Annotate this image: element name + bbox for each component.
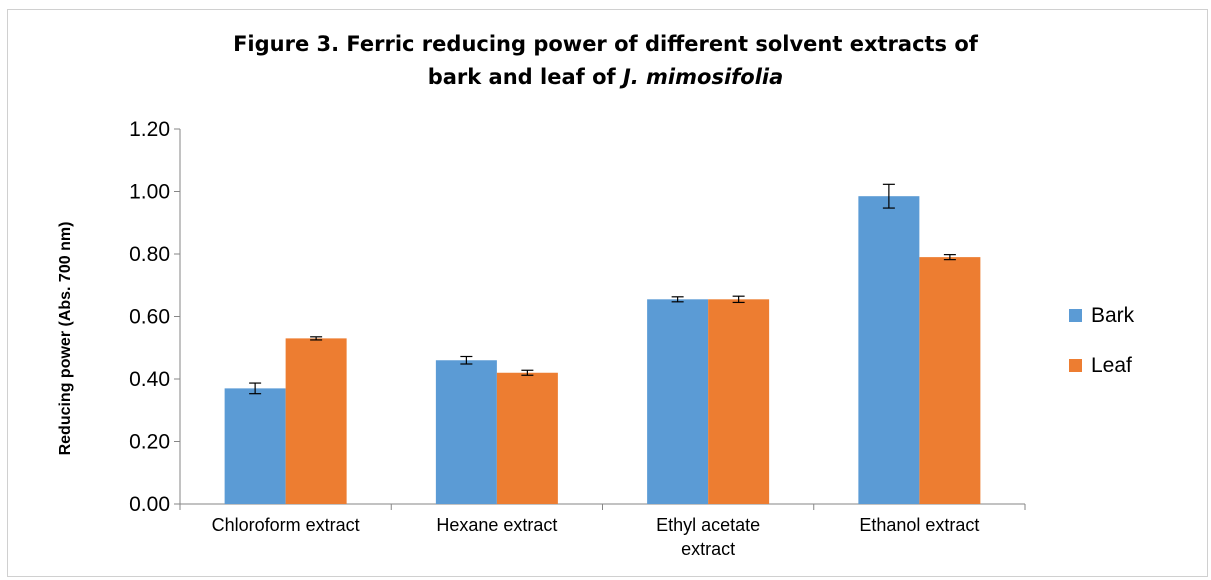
bar-bark xyxy=(647,299,709,504)
x-category-label-line: Ethanol extract xyxy=(859,515,979,535)
bar-leaf xyxy=(708,299,770,504)
x-axis: Chloroform extract Hexane extract Ethyl ac… xyxy=(179,503,1026,559)
error-bars xyxy=(249,183,956,395)
x-category-label-line: Ethyl acetate xyxy=(656,515,760,535)
bar-leaf xyxy=(285,338,347,504)
x-category-label: Hexane extract xyxy=(436,515,557,535)
x-category-label: Ethyl acetate extract xyxy=(656,515,760,559)
x-category-label-line: extract xyxy=(681,539,735,559)
chart-title: Figure 3. Ferric reducing power of diffe… xyxy=(0,28,1211,94)
bar-bark xyxy=(858,196,920,504)
x-category-label: Chloroform extract xyxy=(212,515,360,535)
legend-swatch-bark xyxy=(1069,309,1082,322)
y-tick-label: 0.20 xyxy=(129,431,170,454)
chart-title-line2: bark and leaf of J. mimosifolia xyxy=(0,61,1211,94)
y-tick-label: 0.80 xyxy=(129,243,170,266)
x-category-label: Ethanol extract xyxy=(859,515,979,535)
legend-label-bark: Bark xyxy=(1091,304,1135,327)
legend: Bark Leaf xyxy=(1069,304,1135,377)
chart-title-line2-prefix: bark and leaf of xyxy=(427,65,623,89)
chart-title-species: J. mimosifolia xyxy=(622,65,784,89)
y-tick-label: 1.20 xyxy=(129,118,170,141)
y-tick-label: 0.40 xyxy=(129,368,170,391)
y-tick-label: 0.60 xyxy=(129,306,170,329)
bar-leaf xyxy=(919,257,981,504)
legend-label-leaf: Leaf xyxy=(1091,354,1132,377)
chart-frame xyxy=(7,9,1208,577)
y-axis-title: Reducing power (Abs. 700 nm) xyxy=(57,222,74,456)
x-category-label-line: Chloroform extract xyxy=(212,515,360,535)
bar-bark xyxy=(435,360,497,504)
bar-leaf xyxy=(496,372,558,504)
bars xyxy=(224,196,981,504)
bar-bark xyxy=(224,388,286,504)
y-tick-label: 1.00 xyxy=(129,181,170,204)
x-category-label-line: Hexane extract xyxy=(436,515,557,535)
legend-swatch-leaf xyxy=(1069,359,1082,372)
chart-title-line1: Figure 3. Ferric reducing power of diffe… xyxy=(233,32,978,56)
y-axis: 0.00 0.20 0.40 0.60 0.80 1.00 1.20 Reducing pow… xyxy=(57,118,181,516)
y-tick-label: 0.00 xyxy=(129,493,170,516)
